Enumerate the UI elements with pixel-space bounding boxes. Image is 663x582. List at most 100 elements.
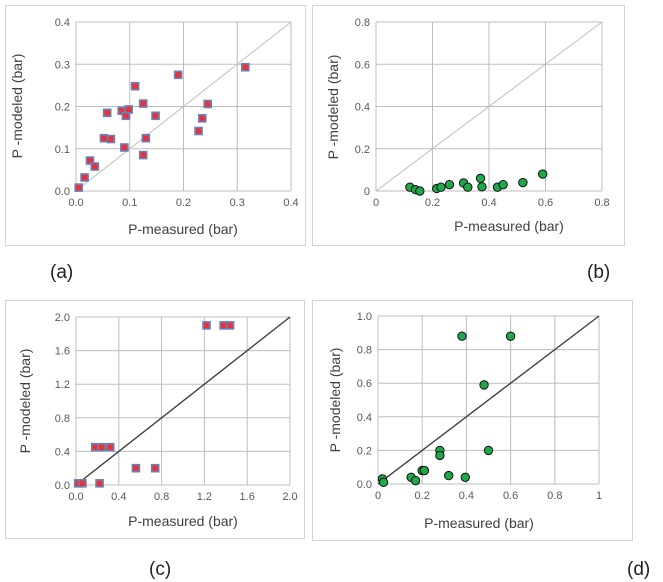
y-tick-label: 0.0 — [55, 186, 70, 198]
x-tick-label: 0.4 — [459, 490, 474, 502]
panel-d-xlabel: P-measured (bar) — [424, 515, 534, 531]
data-point — [120, 143, 129, 152]
x-tick-label: 0.1 — [122, 197, 137, 209]
x-tick-label: 0.2 — [176, 197, 191, 209]
data-point — [198, 114, 207, 123]
y-tick-label: 0.0 — [357, 479, 372, 491]
data-point — [124, 105, 133, 114]
x-tick-label: 1 — [596, 490, 602, 502]
panel-a-border — [5, 5, 306, 246]
y-tick-label: 1.2 — [55, 379, 70, 391]
panel-c-xlabel: P-measured (bar) — [128, 513, 238, 529]
y-tick-label: 0.2 — [355, 144, 370, 156]
data-point — [415, 186, 425, 196]
data-point — [475, 173, 486, 184]
data-point — [225, 321, 235, 330]
panel-a-xlabel: P-measured (bar) — [128, 221, 238, 237]
x-tick-label: 0.6 — [503, 490, 518, 502]
x-tick-label: 0.3 — [230, 197, 245, 209]
x-tick-label: 1.6 — [240, 491, 255, 503]
data-point — [90, 162, 100, 171]
y-tick-label: 0.8 — [355, 17, 370, 29]
data-point — [141, 133, 151, 143]
panel-a-ylabel: P -modeled (bar) — [9, 54, 25, 159]
panel-c-plot: 0.0 0.4 0.8 1.2 1.6 2.0 0.0 0.4 0.8 1.2 1.6 2.0 — [55, 312, 298, 503]
y-tick-label: 0.4 — [55, 446, 70, 458]
data-point — [138, 99, 148, 108]
y-tick-label: 0.6 — [357, 378, 372, 390]
x-tick-label: 0.4 — [481, 197, 496, 209]
data-point — [463, 182, 473, 192]
x-tick-label: 0.4 — [283, 197, 298, 209]
data-point — [518, 177, 528, 188]
x-tick-label: 1.2 — [197, 491, 212, 503]
data-point — [150, 463, 160, 473]
y-tick-label: 0.8 — [357, 345, 372, 357]
panel-b-plot: 0 0.2 0.4 0.6 0.8 0 0.2 0.4 0.6 0.8 — [355, 17, 610, 209]
data-point — [537, 169, 548, 179]
data-point — [483, 445, 494, 456]
x-tick-label: 0.8 — [154, 491, 169, 503]
x-tick-label: 2.0 — [282, 491, 297, 503]
data-point — [444, 179, 455, 190]
x-tick-label: 0.4 — [111, 491, 126, 503]
panel-c-border — [5, 300, 305, 539]
x-tick-label: 0.6 — [538, 197, 553, 209]
data-point — [435, 450, 445, 461]
data-point — [102, 108, 112, 118]
y-tick-label: 0.4 — [55, 17, 70, 29]
panel-d-border — [312, 300, 633, 541]
x-tick-label: 0.8 — [547, 490, 562, 502]
y-tick-label: 0.2 — [55, 102, 70, 114]
data-point — [138, 150, 148, 160]
data-point — [151, 111, 160, 121]
data-point — [97, 442, 106, 452]
y-tick-label: 1.6 — [55, 346, 70, 358]
data-point — [130, 81, 140, 91]
identity-line — [375, 21, 603, 192]
data-point — [436, 182, 446, 192]
x-tick-label: 0.8 — [594, 197, 609, 209]
data-point — [78, 479, 87, 488]
data-point — [74, 183, 83, 192]
data-point — [419, 465, 430, 476]
data-point — [173, 70, 183, 80]
data-point — [95, 479, 104, 488]
y-tick-label: 0.8 — [55, 413, 70, 425]
x-tick-label: 0 — [375, 490, 381, 502]
panel-a-label: (a) — [50, 262, 73, 283]
data-point — [378, 477, 389, 488]
y-tick-label: 0.6 — [355, 59, 370, 71]
data-point — [498, 179, 508, 190]
data-point — [410, 475, 421, 486]
panel-d-ylabel: P -modeled (bar) — [327, 348, 343, 453]
y-tick-label: 0.4 — [355, 102, 370, 114]
data-point — [477, 182, 487, 192]
data-point — [85, 156, 95, 165]
y-tick-label: 0.3 — [55, 59, 70, 71]
x-tick-label: 0.2 — [415, 490, 430, 502]
y-tick-label: 0.4 — [357, 412, 372, 424]
panel-d-plot: 0 0.2 0.4 0.6 0.8 1 0.0 0.2 0.4 0.6 0.8 1.0 — [357, 311, 602, 502]
x-tick-label: 0.0 — [68, 491, 83, 503]
y-tick-label: 0.0 — [55, 480, 70, 492]
panel-b-xlabel: P-measured (bar) — [454, 218, 564, 234]
panel-b-border — [312, 5, 625, 246]
data-point — [99, 133, 109, 143]
panel-a-plot: 0.0 0.1 0.2 0.3 0.4 0.0 0.1 0.2 0.3 0.4 — [55, 17, 299, 209]
data-point — [479, 380, 489, 390]
data-point — [444, 470, 454, 481]
panel-c-ylabel: P -modeled (bar) — [17, 349, 33, 454]
data-point — [241, 62, 250, 72]
y-tick-label: 0.2 — [357, 445, 372, 457]
y-tick-label: 1.0 — [357, 311, 372, 323]
data-point — [105, 442, 115, 452]
panel-b-ylabel: P -modeled (bar) — [325, 55, 341, 160]
identity-line — [75, 21, 292, 192]
data-point — [505, 331, 516, 341]
identity-line — [377, 315, 600, 485]
data-point — [80, 173, 89, 182]
identity-line — [75, 316, 291, 486]
x-tick-label: 0.0 — [68, 197, 83, 209]
